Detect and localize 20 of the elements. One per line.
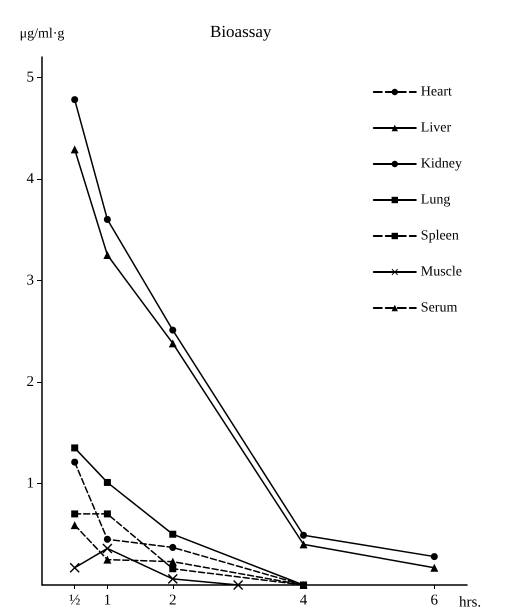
x-tick-label: ½ <box>69 592 80 608</box>
x-tick-label: 4 <box>300 592 308 608</box>
y-tick-label: 2 <box>26 374 34 390</box>
x-tick-label: 1 <box>104 592 112 608</box>
legend-label: Spleen <box>420 228 459 244</box>
y-tick-label: 4 <box>26 170 34 187</box>
y-axis-title: μg/ml·g <box>20 26 64 42</box>
legend-label: Muscle <box>420 264 462 280</box>
x-tick-label: 2 <box>169 592 177 608</box>
legend-label: Heart <box>420 84 452 100</box>
legend-label: Lung <box>420 192 450 208</box>
legend-label: Kidney <box>420 156 462 172</box>
y-tick-label: 5 <box>26 69 34 86</box>
y-tick-label: 1 <box>26 475 34 492</box>
x-tick-label: 6 <box>430 592 439 608</box>
x-axis-title: hrs. <box>459 594 482 610</box>
y-tick-label: 3 <box>26 272 34 288</box>
legend-label: Liver <box>420 120 452 136</box>
legend-label: Serum <box>420 300 458 316</box>
chart-title: Bioassay <box>210 22 272 41</box>
